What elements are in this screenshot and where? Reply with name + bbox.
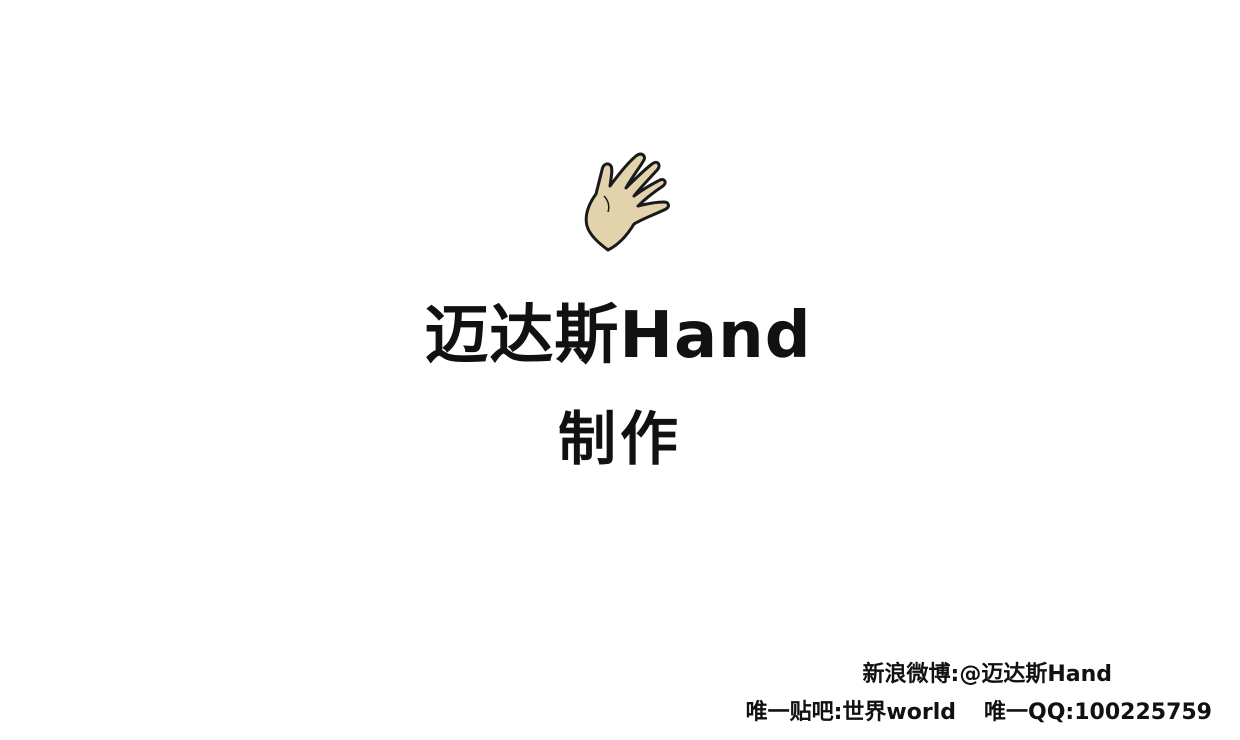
weibo-credit: 新浪微博:@迈达斯Hand [862,662,1112,687]
waving-hand-icon [584,152,670,252]
credit-line-2: 唯一贴吧:世界world 唯一QQ:100225759 [746,694,1212,732]
credits-block: 新浪微博:@迈达斯Hand 唯一贴吧:世界world 唯一QQ:100225759 [746,656,1212,732]
qq-credit: 唯一QQ:100225759 [984,700,1212,725]
page-title: 迈达斯Hand [424,299,812,373]
tieba-credit: 唯一贴吧:世界world [745,700,957,725]
page-subtitle: 制作 [557,405,682,473]
